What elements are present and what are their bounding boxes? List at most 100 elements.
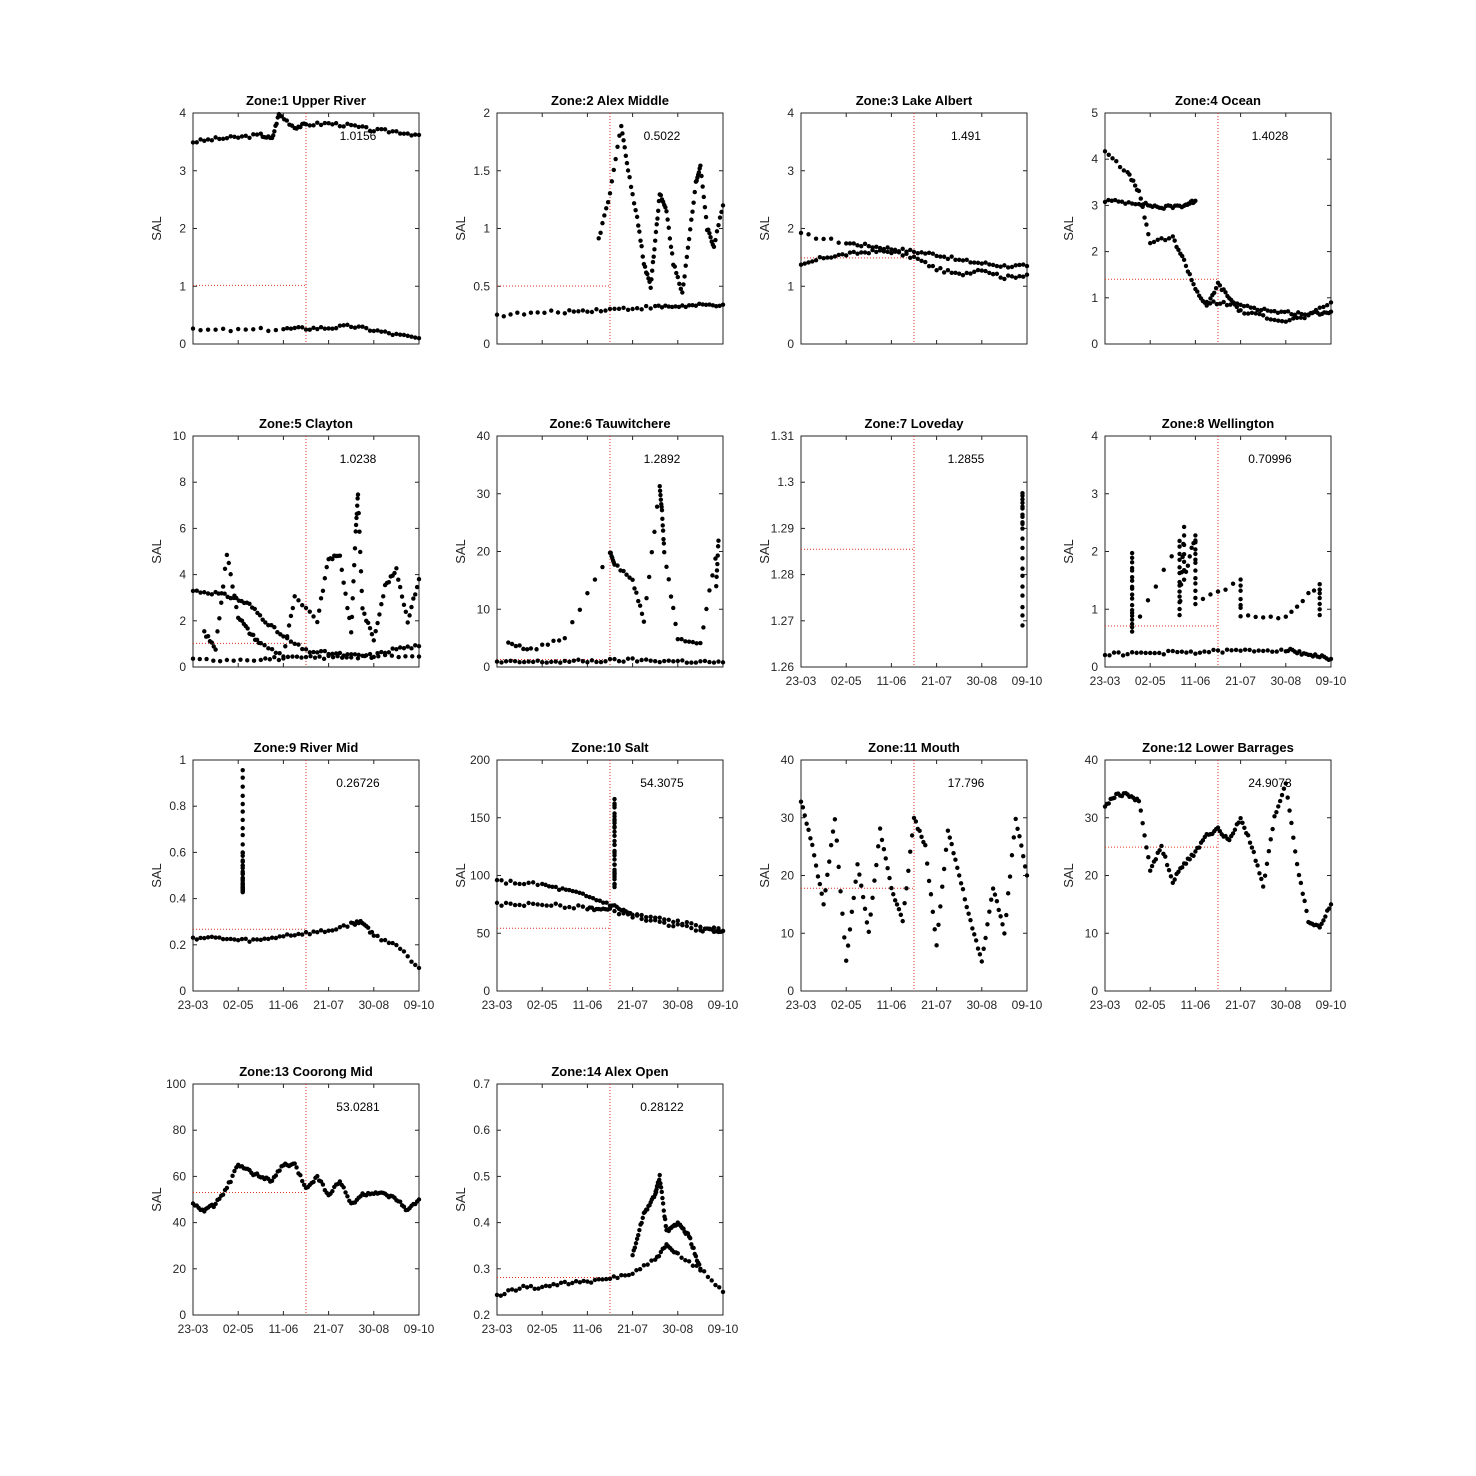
data-point bbox=[213, 1201, 218, 1207]
data-point bbox=[813, 258, 819, 263]
data-point bbox=[1020, 497, 1025, 502]
data-point bbox=[653, 659, 658, 664]
data-point bbox=[868, 912, 873, 917]
data-point bbox=[612, 306, 617, 311]
data-point bbox=[571, 309, 577, 314]
data-point bbox=[659, 305, 665, 310]
data-point bbox=[1298, 880, 1304, 886]
data-point bbox=[693, 1253, 699, 1259]
data-point bbox=[416, 132, 422, 138]
data-point bbox=[1020, 545, 1025, 551]
data-point bbox=[1249, 845, 1255, 850]
data-point bbox=[711, 660, 717, 665]
data-point bbox=[1145, 598, 1151, 603]
data-point bbox=[530, 659, 536, 665]
data-point bbox=[911, 815, 917, 821]
y-tick-label: 2 bbox=[1091, 545, 1098, 559]
data-point bbox=[379, 938, 384, 943]
data-point bbox=[1193, 575, 1198, 581]
data-point bbox=[827, 859, 832, 864]
data-point bbox=[509, 1287, 515, 1292]
data-point bbox=[855, 251, 860, 256]
data-point bbox=[371, 933, 376, 938]
data-point bbox=[409, 959, 414, 964]
data-point bbox=[612, 825, 617, 830]
data-point bbox=[396, 654, 401, 660]
data-point bbox=[397, 645, 403, 650]
data-point bbox=[506, 1288, 511, 1293]
data-point bbox=[800, 805, 806, 810]
data-point bbox=[1123, 201, 1128, 206]
data-point bbox=[1125, 652, 1130, 657]
data-point bbox=[405, 620, 410, 625]
data-point bbox=[641, 1263, 647, 1268]
data-point bbox=[646, 574, 652, 580]
series-1 bbox=[798, 799, 1030, 964]
data-point bbox=[355, 503, 360, 508]
data-point bbox=[798, 799, 804, 804]
panel-title: Zone:10 Salt bbox=[571, 740, 649, 755]
data-point bbox=[658, 1181, 663, 1186]
data-point bbox=[1300, 891, 1305, 896]
data-point bbox=[1317, 607, 1322, 612]
data-point bbox=[330, 556, 335, 562]
data-point bbox=[1193, 198, 1198, 203]
data-point bbox=[534, 647, 539, 652]
data-point bbox=[1297, 649, 1302, 654]
data-point bbox=[657, 1177, 662, 1182]
data-point bbox=[885, 249, 890, 255]
data-point bbox=[821, 902, 826, 907]
data-point bbox=[570, 620, 575, 625]
data-point bbox=[364, 125, 369, 130]
series-1 bbox=[494, 1242, 726, 1298]
data-point bbox=[612, 796, 617, 802]
data-point bbox=[685, 245, 691, 250]
data-point bbox=[810, 259, 815, 264]
data-point bbox=[1129, 560, 1135, 565]
y-tick-label: 20 bbox=[477, 545, 491, 559]
data-point bbox=[390, 940, 395, 946]
data-point bbox=[981, 946, 986, 951]
panel-title: Zone:2 Alex Middle bbox=[551, 93, 669, 108]
data-point bbox=[1020, 521, 1025, 527]
data-point bbox=[989, 897, 994, 902]
x-tick-label: 02-05 bbox=[1135, 674, 1166, 688]
data-point bbox=[409, 133, 414, 138]
data-point bbox=[339, 567, 344, 573]
data-point bbox=[349, 614, 355, 620]
data-point bbox=[1140, 820, 1145, 826]
data-point bbox=[1116, 650, 1121, 655]
data-point bbox=[623, 153, 629, 158]
data-point bbox=[205, 137, 211, 142]
data-point bbox=[364, 325, 369, 331]
data-point bbox=[190, 140, 196, 145]
data-point bbox=[682, 274, 687, 279]
series-1 bbox=[494, 877, 726, 934]
data-point bbox=[621, 305, 626, 311]
data-point bbox=[303, 654, 309, 660]
axes-box bbox=[1104, 759, 1332, 992]
data-point bbox=[556, 638, 562, 643]
data-point bbox=[1223, 290, 1228, 295]
x-tick-label: 30-08 bbox=[1270, 998, 1301, 1012]
data-point bbox=[1102, 199, 1108, 205]
data-point bbox=[386, 650, 392, 655]
data-point bbox=[669, 304, 675, 310]
data-point bbox=[662, 549, 667, 555]
data-point bbox=[1148, 650, 1153, 656]
data-point bbox=[857, 872, 862, 877]
data-point bbox=[1212, 290, 1217, 296]
data-point bbox=[859, 250, 864, 255]
data-point bbox=[239, 134, 245, 139]
data-point bbox=[1022, 864, 1028, 869]
data-point bbox=[281, 326, 286, 332]
data-point bbox=[198, 327, 203, 333]
data-point bbox=[540, 1284, 545, 1290]
data-point bbox=[637, 1227, 642, 1233]
data-point bbox=[209, 138, 215, 143]
data-point bbox=[205, 633, 211, 639]
data-point bbox=[659, 1189, 664, 1195]
data-point bbox=[1137, 614, 1143, 619]
